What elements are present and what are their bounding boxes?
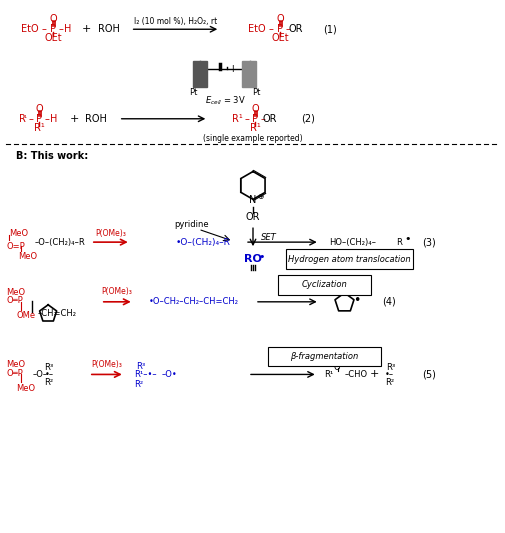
Text: OR: OR [262, 114, 277, 124]
Text: R¹: R¹ [324, 370, 333, 379]
Text: P(OMe)₃: P(OMe)₃ [95, 229, 126, 238]
Text: OEt: OEt [44, 33, 62, 43]
Text: –: – [44, 114, 49, 124]
Text: •: • [352, 294, 360, 308]
Text: P(OMe)₃: P(OMe)₃ [91, 360, 122, 369]
Text: O: O [333, 363, 339, 372]
Text: +: + [69, 114, 78, 124]
Text: MeO: MeO [7, 288, 25, 297]
Text: RO: RO [243, 254, 262, 264]
Text: ⊕: ⊕ [257, 192, 264, 201]
Text: +: + [82, 24, 91, 34]
Text: –: – [285, 24, 290, 34]
Text: O: O [49, 14, 57, 25]
Text: –CHO: –CHO [344, 370, 367, 379]
Text: R²: R² [384, 378, 393, 387]
Text: P: P [276, 24, 282, 34]
Text: R¹: R¹ [249, 123, 260, 133]
Text: •O–CH₂–CH₂–CH=CH₂: •O–CH₂–CH₂–CH=CH₂ [148, 297, 238, 306]
Text: ¹: ¹ [23, 114, 26, 123]
Text: R²: R² [44, 378, 54, 387]
Text: O=P: O=P [7, 241, 25, 251]
Text: O: O [276, 14, 283, 25]
Text: –O–(CH₂)₄–R: –O–(CH₂)₄–R [34, 238, 85, 247]
Bar [193, 61, 207, 87]
FancyBboxPatch shape [267, 346, 381, 367]
Text: OR: OR [245, 212, 260, 222]
Text: Cyclization: Cyclization [301, 280, 347, 289]
Text: R²: R² [133, 380, 142, 389]
Text: R¹: R¹ [232, 114, 242, 124]
Text: –: – [41, 24, 46, 34]
Text: MeO: MeO [9, 229, 28, 238]
Text: I: I [230, 64, 233, 74]
Text: –O•: –O• [161, 370, 177, 379]
Text: –CH=CH₂: –CH=CH₂ [37, 309, 76, 318]
Text: R³: R³ [135, 362, 144, 371]
Text: Pt: Pt [189, 88, 197, 98]
Text: R³: R³ [386, 363, 395, 372]
Text: P: P [50, 24, 56, 34]
Text: +: + [369, 369, 378, 379]
Text: B: This work:: B: This work: [16, 151, 88, 160]
Text: EtO: EtO [247, 24, 265, 34]
Text: (3): (3) [421, 237, 435, 247]
Text: (2): (2) [300, 114, 314, 124]
Text: P: P [251, 114, 258, 124]
Text: SET: SET [261, 232, 276, 241]
FancyBboxPatch shape [285, 249, 412, 269]
Text: O: O [35, 104, 43, 114]
Text: Pt: Pt [251, 88, 260, 98]
Text: Hydrogen atom translocation: Hydrogen atom translocation [287, 255, 410, 263]
Text: MeO: MeO [18, 252, 37, 261]
Text: EtO: EtO [21, 24, 39, 34]
Text: OR: OR [288, 24, 302, 34]
Text: –: – [29, 114, 34, 124]
Text: I₂ (10 mol %), H₂O₂, rt: I₂ (10 mol %), H₂O₂, rt [133, 17, 217, 26]
Text: O═P: O═P [7, 369, 23, 378]
Text: ROH: ROH [97, 24, 120, 34]
Bar [241, 61, 256, 87]
Text: –: – [260, 114, 265, 124]
Text: –O–: –O– [32, 370, 47, 379]
Text: (single example reported): (single example reported) [203, 134, 302, 143]
Text: •: • [258, 252, 265, 262]
Text: R¹–•–: R¹–•– [133, 370, 156, 379]
Text: (5): (5) [421, 369, 435, 379]
Text: N: N [249, 196, 256, 205]
Text: H: H [50, 114, 58, 124]
Text: pyridine: pyridine [174, 220, 208, 229]
Text: OMe: OMe [16, 311, 35, 320]
Text: •–: •– [44, 370, 54, 379]
Text: H: H [64, 24, 72, 34]
Text: R¹: R¹ [34, 123, 44, 133]
Text: •O–(CH₂)₄–R: •O–(CH₂)₄–R [175, 238, 230, 247]
Text: MeO: MeO [16, 384, 35, 393]
Text: (4): (4) [382, 297, 395, 307]
Text: R³: R³ [44, 363, 54, 372]
Text: P(OMe)₃: P(OMe)₃ [101, 287, 132, 296]
Text: ROH: ROH [85, 114, 107, 124]
Text: O═P: O═P [7, 296, 23, 305]
Text: –: – [59, 24, 63, 34]
Text: O: O [250, 104, 258, 114]
Text: –: – [268, 24, 273, 34]
Text: •–: •– [384, 370, 393, 379]
Text: OEt: OEt [271, 33, 288, 43]
Text: P: P [36, 114, 42, 124]
Text: HO–(CH₂)₄–: HO–(CH₂)₄– [329, 238, 376, 247]
Text: R: R [395, 238, 401, 247]
Text: (1): (1) [322, 24, 336, 34]
Text: $E_{cell}$ = 3V: $E_{cell}$ = 3V [205, 95, 245, 107]
Text: –: – [244, 114, 249, 124]
Text: β-fragmentation: β-fragmentation [290, 352, 358, 361]
Text: MeO: MeO [7, 360, 25, 369]
Text: •: • [403, 234, 410, 244]
FancyBboxPatch shape [277, 275, 371, 295]
Text: R: R [19, 114, 26, 124]
